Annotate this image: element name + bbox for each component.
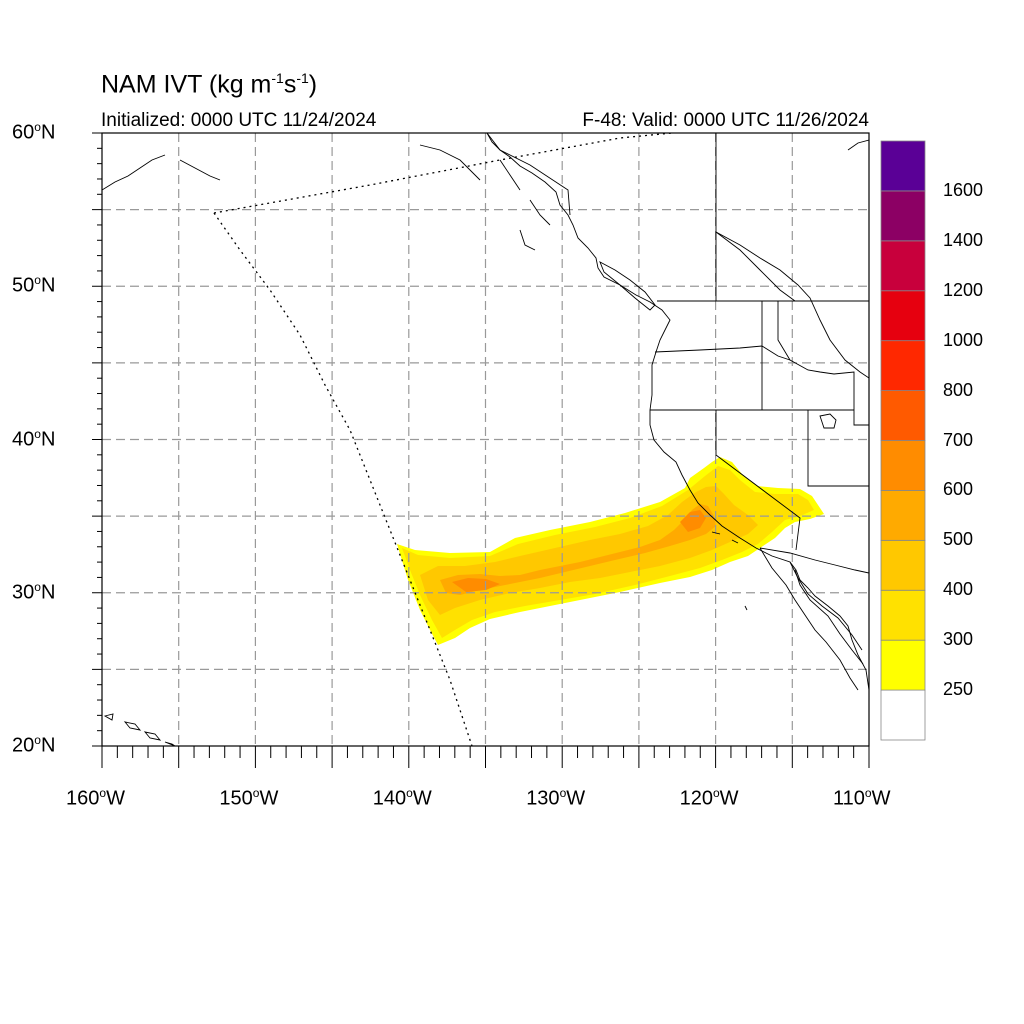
hawaii-islands	[103, 713, 176, 746]
latitude-label: 20oN	[12, 733, 56, 757]
colorbar-label: 700	[943, 429, 974, 450]
graticule	[102, 133, 869, 746]
colorbar-label: 250	[943, 679, 974, 700]
colorbar-swatch	[880, 390, 926, 441]
colorbar-label: 300	[943, 629, 974, 650]
colorbar-label: 400	[943, 579, 974, 600]
colorbar-label: 1200	[943, 279, 984, 300]
alaska-panhandle-border	[486, 133, 571, 216]
axis-ticks	[92, 132, 870, 768]
sonora-border	[794, 569, 864, 665]
ca-nv-border	[715, 410, 801, 551]
colorbar-swatch	[880, 190, 926, 242]
colorbar-label: 800	[943, 379, 974, 400]
longitude-label: 120oW	[679, 786, 739, 810]
channel-islands	[711, 531, 748, 611]
longitude-label: 150oW	[219, 786, 279, 810]
ivt-600-700-region	[452, 510, 706, 592]
nv-border	[807, 410, 869, 487]
colorbar-label: 1400	[943, 229, 984, 250]
latitude-label: 50oN	[12, 273, 56, 297]
colorbar	[880, 140, 926, 741]
latitude-label: 30oN	[12, 579, 56, 604]
valid-time: F-48: Valid: 0000 UTC 11/26/2024	[582, 110, 869, 131]
alaska-coast	[486, 133, 869, 691]
hudson-area-coast	[715, 231, 869, 379]
colorbar-label: 600	[943, 479, 974, 500]
colorbar-swatch	[880, 290, 926, 342]
colorbar-label: 1600	[943, 179, 984, 200]
baja-california	[759, 547, 863, 691]
colorbar-swatch	[880, 140, 926, 192]
colorbar-swatch	[880, 240, 926, 292]
longitude-label: 110oW	[833, 786, 891, 810]
chart-title: NAM IVT (kg m-1s-1)	[101, 70, 318, 99]
alaska-west-coast	[102, 139, 869, 191]
colorbar-swatch	[880, 340, 926, 391]
vancouver-island	[599, 261, 656, 311]
colorbar-label: 500	[943, 529, 974, 550]
longitude-label: 130oW	[526, 786, 586, 810]
model-domain-boundary	[213, 132, 673, 747]
us-mexico-border	[759, 547, 869, 574]
latitude-label: 60oN	[12, 120, 56, 144]
longitude-label: 160oW	[66, 786, 125, 810]
ivt-plume	[397, 457, 824, 645]
colorbar-swatch	[880, 539, 926, 591]
id-borders	[761, 301, 869, 426]
colorbar-swatch	[880, 589, 926, 641]
latitude-label: 40oN	[12, 426, 56, 451]
colorbar-swatch	[880, 689, 926, 741]
political-borders	[486, 133, 869, 665]
colorbar-swatch	[880, 440, 926, 491]
colorbar-swatch	[880, 490, 926, 541]
bc-alberta-border	[715, 231, 796, 302]
longitude-label: 140oW	[372, 786, 432, 810]
alaska-islands	[419, 144, 551, 251]
colorbar-label: 1000	[943, 329, 984, 350]
wa-or-border	[654, 345, 791, 361]
colorbar-swatch	[880, 639, 926, 691]
great-salt-lake	[819, 413, 837, 429]
initialized-time: Initialized: 0000 UTC 11/24/2024	[101, 110, 377, 131]
